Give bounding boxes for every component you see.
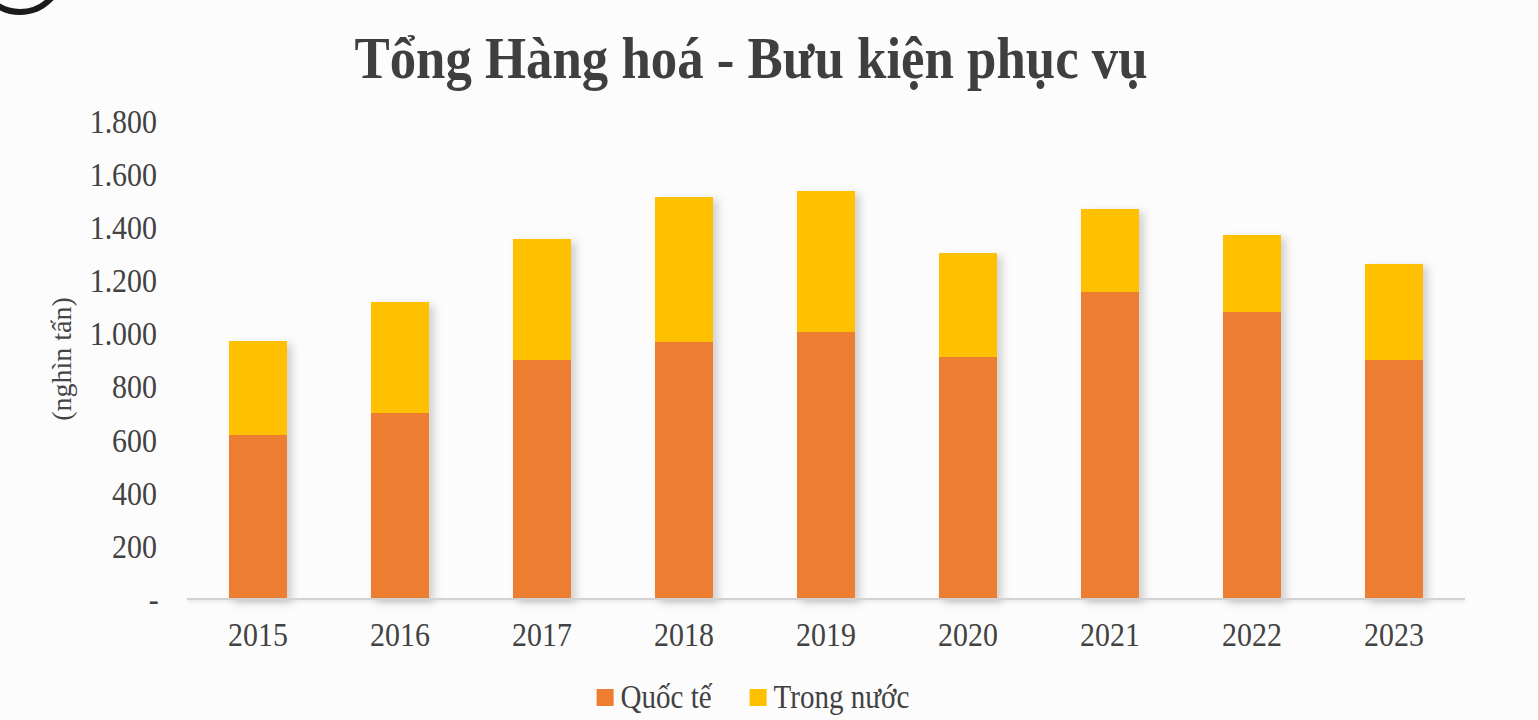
bar-segment-quoc-te-2017 <box>513 360 571 600</box>
x-tick-label-2019: 2019 <box>764 618 889 652</box>
x-axis-line <box>187 598 1465 600</box>
legend-swatch-icon <box>749 689 766 706</box>
bar-segment-quoc-te-2020 <box>939 357 997 600</box>
y-tick-label: 200 <box>19 530 157 564</box>
bar-segment-trong-nuoc-2023 <box>1365 264 1423 360</box>
x-tick-label-2017: 2017 <box>480 618 605 652</box>
bar-segment-quoc-te-2015 <box>229 435 287 600</box>
legend-label: Quốc tế <box>621 680 712 714</box>
y-tick-label: 1.200 <box>19 264 157 298</box>
stacked-bar-2015 <box>229 341 287 600</box>
bar-segment-trong-nuoc-2015 <box>229 341 287 435</box>
x-tick-label-2023: 2023 <box>1332 618 1457 652</box>
stacked-bar-2020 <box>939 253 997 600</box>
bar-segment-quoc-te-2016 <box>371 413 429 600</box>
bar-segment-quoc-te-2018 <box>655 342 713 600</box>
bar-segment-trong-nuoc-2022 <box>1223 235 1281 312</box>
y-tick-label: 1.400 <box>19 211 157 245</box>
bar-segment-quoc-te-2023 <box>1365 360 1423 600</box>
y-tick-label: 1.000 <box>19 317 157 351</box>
stacked-bar-2018 <box>655 197 713 600</box>
stacked-bar-2017 <box>513 239 571 600</box>
legend-label: Trong nước <box>773 680 909 714</box>
y-tick-label: 800 <box>19 370 157 404</box>
y-tick-label: 1.600 <box>19 158 157 192</box>
stacked-bar-2021 <box>1081 209 1139 600</box>
y-tick-label: 400 <box>19 477 157 511</box>
y-tick-label: 1.800 <box>19 105 157 139</box>
bar-segment-quoc-te-2021 <box>1081 292 1139 600</box>
x-tick-label-2016: 2016 <box>338 618 463 652</box>
legend: Quốc tế Trong nước <box>597 680 928 714</box>
bar-segment-trong-nuoc-2019 <box>797 191 855 332</box>
legend-item-quoc-te: Quốc tế <box>597 680 725 714</box>
stacked-bar-2023 <box>1365 264 1423 600</box>
x-tick-label-2015: 2015 <box>196 618 321 652</box>
bar-segment-trong-nuoc-2021 <box>1081 209 1139 291</box>
bar-segment-trong-nuoc-2017 <box>513 239 571 360</box>
legend-swatch-icon <box>597 689 614 706</box>
bar-segment-quoc-te-2019 <box>797 332 855 600</box>
y-tick-label: 600 <box>19 424 157 458</box>
bar-segment-trong-nuoc-2018 <box>655 197 713 342</box>
bar-segment-trong-nuoc-2020 <box>939 253 997 357</box>
corner-artifact <box>0 0 70 30</box>
stacked-bar-2016 <box>371 302 429 600</box>
x-tick-label-2022: 2022 <box>1190 618 1315 652</box>
bar-segment-quoc-te-2022 <box>1223 312 1281 600</box>
chart-page: Tổng Hàng hoá - Bưu kiện phục vụ (nghìn … <box>0 0 1538 720</box>
bar-segment-trong-nuoc-2016 <box>371 302 429 412</box>
legend-item-trong-nuoc: Trong nước <box>749 680 927 714</box>
stacked-bar-2019 <box>797 191 855 600</box>
x-tick-label-2021: 2021 <box>1048 618 1173 652</box>
stacked-bar-2022 <box>1223 235 1281 600</box>
x-tick-label-2020: 2020 <box>906 618 1031 652</box>
x-tick-label-2018: 2018 <box>622 618 747 652</box>
chart-title: Tổng Hàng hoá - Bưu kiện phục vụ <box>354 28 1147 88</box>
y-tick-label: - <box>21 583 171 617</box>
